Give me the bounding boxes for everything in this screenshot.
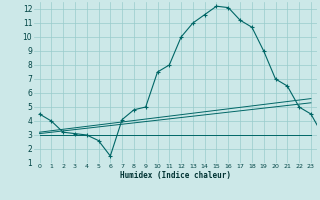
X-axis label: Humidex (Indice chaleur): Humidex (Indice chaleur) <box>120 171 231 180</box>
